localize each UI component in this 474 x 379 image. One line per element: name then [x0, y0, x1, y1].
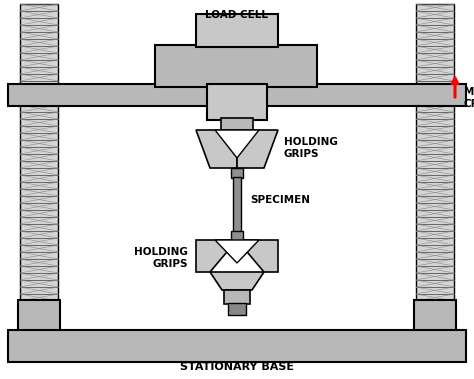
Bar: [414, 300, 456, 332]
Polygon shape: [210, 272, 264, 290]
Bar: [416, 4, 454, 86]
Polygon shape: [237, 130, 278, 168]
Bar: [207, 84, 267, 120]
Bar: [416, 105, 454, 303]
Text: HOLDING
GRIPS: HOLDING GRIPS: [284, 137, 338, 159]
Polygon shape: [215, 240, 259, 263]
Text: STATIONARY BASE: STATIONARY BASE: [180, 362, 294, 372]
Bar: [233, 177, 241, 232]
Polygon shape: [196, 240, 237, 272]
Polygon shape: [196, 130, 237, 168]
Bar: [196, 14, 278, 47]
Bar: [8, 84, 466, 106]
Bar: [231, 168, 243, 178]
Text: MOVING
CROSSHEAD: MOVING CROSSHEAD: [464, 87, 474, 109]
Text: SPECIMEN: SPECIMEN: [250, 195, 310, 205]
Bar: [228, 303, 246, 315]
Text: LOAD CELL: LOAD CELL: [206, 10, 268, 20]
Bar: [155, 45, 317, 87]
Bar: [18, 300, 60, 332]
Bar: [20, 105, 58, 303]
Bar: [20, 4, 58, 86]
Polygon shape: [237, 240, 278, 272]
Text: HOLDING
GRIPS: HOLDING GRIPS: [134, 247, 188, 269]
Bar: [8, 330, 466, 362]
Bar: [231, 231, 243, 241]
Bar: [221, 118, 253, 132]
Bar: [224, 290, 250, 304]
Polygon shape: [215, 130, 259, 158]
